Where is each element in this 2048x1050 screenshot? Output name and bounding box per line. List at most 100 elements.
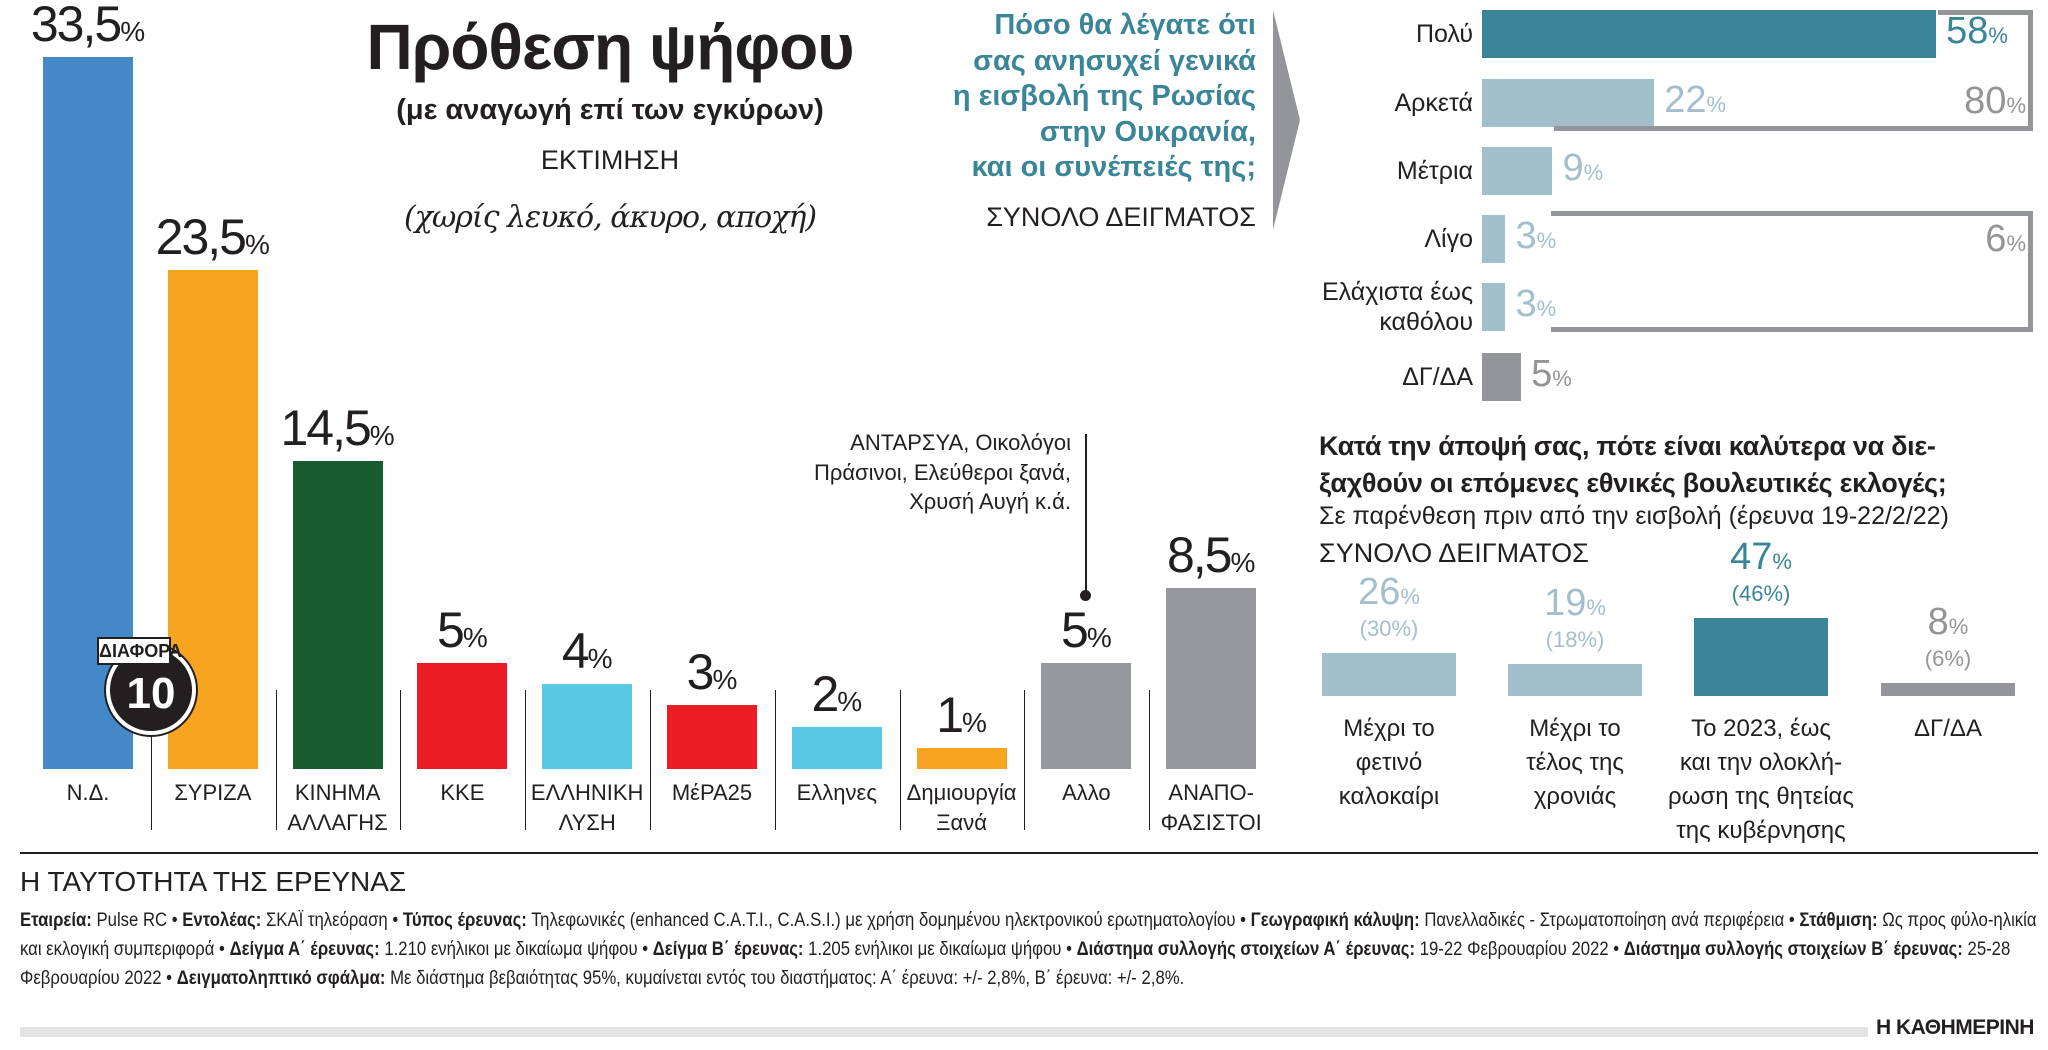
value-unit: % <box>1230 547 1256 579</box>
concern-category-label: Πολύ <box>1415 20 1473 48</box>
footer-bar <box>20 1027 1868 1037</box>
election-value: 26% (30%) <box>1299 573 1479 642</box>
concern-value: 58% <box>1946 10 2008 52</box>
category-label: ΚΚΕ <box>440 780 485 805</box>
chart-title: Πρόθεση ψήφου <box>366 11 855 83</box>
column-separator <box>899 690 901 830</box>
survey-field-key: Διάστημα συλλογής στοιχείων Β΄ έρευνας: <box>1623 939 1963 960</box>
survey-field-value: 1.210 ενήλικοι με δικαίωμα ψήφου • <box>379 939 653 960</box>
previous-value: (30%) <box>1359 615 1419 641</box>
value-unit: % <box>962 706 987 738</box>
arrow-icon <box>1273 10 1300 230</box>
bar-7 <box>916 747 1007 769</box>
concern-value: 3% <box>1515 215 1557 257</box>
survey-field-key: Εταιρεία: <box>20 910 92 931</box>
value-number: 33,5 <box>30 0 122 53</box>
value-label: 2% <box>747 665 927 723</box>
election-question: Κατά την άποψή σας, πότε είναι καλύτερα … <box>1319 431 1947 498</box>
survey-field-key: Τύπος έρευνας: <box>402 910 527 931</box>
value-label: 4% <box>497 622 677 680</box>
value-unit: % <box>1988 23 2008 48</box>
survey-field-value: Pulse RC • <box>91 910 183 931</box>
survey-field-value: Τηλεφωνικές (enhanced C.A.T.I., C.A.S.I.… <box>526 910 1251 931</box>
column-separator <box>774 690 776 830</box>
group-bracket-high-side <box>1554 10 2033 131</box>
value-unit: % <box>1086 621 1112 653</box>
bar-4 <box>542 684 633 769</box>
value-unit: % <box>245 228 270 260</box>
value-label: 5% <box>996 601 1176 659</box>
group-total: 80% <box>1964 80 2026 122</box>
concern-value: 22% <box>1664 79 1727 121</box>
survey-field-value: 25-28 Φεβρουαρίου 2022 • <box>20 939 2011 989</box>
column-separator <box>525 690 527 830</box>
concern-bar-1 <box>1482 79 1655 127</box>
concern-bar-3 <box>1482 215 1506 263</box>
category-label: Ν.Δ. <box>66 780 110 805</box>
survey-field-key: Διάστημα συλλογής στοιχείων Α΄ έρευνας: <box>1076 939 1416 960</box>
election-category-label: ΔΓ/ΔΑ <box>1914 715 1982 742</box>
value-unit: % <box>837 685 863 717</box>
group-bracket-high <box>1938 10 2033 15</box>
category-label: ΕΛΛΗΝΙΚΗ ΛΥΣΗ <box>530 780 644 835</box>
previous-value: (18%) <box>1545 627 1605 653</box>
other-parties-annotation: ΑΝΤΑΡΣΥΑ, Οικολόγοι Πράσινοι, Ελεύθεροι … <box>813 430 1071 514</box>
value-number: 14,5 <box>280 399 371 456</box>
column-separator <box>150 735 152 830</box>
election-value: 8% (6%) <box>1858 603 2038 672</box>
election-sample-label: ΣΥΝΟΛΟ ΔΕΙΓΜΑΤΟΣ <box>1319 538 1589 568</box>
election-subtitle: Σε παρένθεση πριν από την εισβολή (έρευν… <box>1319 502 1949 530</box>
value-label: 5% <box>372 601 552 659</box>
survey-field-value: ΣΚΑΪ τηλεόραση • <box>261 910 403 931</box>
previous-value: (46%) <box>1731 580 1791 606</box>
survey-field-value: 1.205 ενήλικοι με δικαίωμα ψήφου • <box>803 939 1077 960</box>
chart-note: (χωρίς λευκό, άκυρο, αποχή) <box>403 200 817 235</box>
election-bar-2 <box>1694 617 1828 696</box>
bar-5 <box>667 705 757 769</box>
category-label: ΚΙΝΗΜΑ ΑΛΛΑΓΗΣ <box>287 780 388 835</box>
previous-value: (6%) <box>1924 645 1972 671</box>
value-unit: % <box>587 643 613 674</box>
survey-field-key: Δειγματοληπτικό σφάλμα: <box>176 968 386 989</box>
difference-label: ΔΙΑΦΟΡΑ <box>97 637 182 665</box>
bar-2 <box>292 460 383 769</box>
brand-logo: Η ΚΑΘΗΜΕΡΙΝΗ <box>1876 1016 2034 1039</box>
value-unit: % <box>1536 228 1557 253</box>
column-separator <box>650 690 651 830</box>
concern-bar-2 <box>1482 147 1553 195</box>
value-number: 5 <box>437 601 465 658</box>
bar-6 <box>791 726 882 769</box>
survey-field-key: Γεωγραφική κάλυψη: <box>1250 910 1420 931</box>
value-unit: % <box>369 419 395 451</box>
concern-bar-0 <box>1482 10 1937 58</box>
chart-subtitle: (με αναγωγή επί των εγκύρων) <box>396 94 824 126</box>
election-bar-3 <box>1881 682 2015 696</box>
value-unit: % <box>1536 296 1557 321</box>
category-label: ΣΥΡΙΖΑ <box>174 780 252 805</box>
value-number: 4 <box>561 623 590 679</box>
value-unit: % <box>1583 160 1604 185</box>
annotation-dot <box>1080 590 1091 601</box>
election-bar-0 <box>1322 652 1456 696</box>
survey-identity-heading: Η ΤΑΥΤΟΤΗΤΑ ΤΗΣ ΕΡΕΥΝΑΣ <box>20 866 407 897</box>
survey-field-value: 19-22 Φεβρουαρίου 2022 • <box>1415 939 1624 960</box>
column-separator <box>1024 690 1026 830</box>
value-number: 23,5 <box>155 208 247 265</box>
group-total: 6% <box>1985 218 2026 260</box>
election-bar-1 <box>1508 664 1642 696</box>
value-label: 23,5% <box>123 208 303 266</box>
group-bracket-low <box>1551 211 2033 332</box>
value-label: 8,5% <box>1121 526 1301 584</box>
election-category-label: Το 2023, έως και την ολοκλή- ρωση της θη… <box>1668 715 1854 844</box>
election-value: 19% (18%) <box>1485 584 1665 653</box>
concern-question: Πόσο θα λέγατε ότι σας ανησυχεί γενικά η… <box>952 9 1256 183</box>
value-unit: % <box>120 16 146 48</box>
bar-8 <box>1041 662 1132 769</box>
concern-value: 3% <box>1515 283 1557 325</box>
value-unit: % <box>462 621 488 653</box>
concern-category-label: Μέτρια <box>1396 157 1473 185</box>
survey-field-value: Με διάστημα βεβαιότητας 95%, κυμαίνεται … <box>385 968 1185 989</box>
value-label: 1% <box>872 686 1052 744</box>
category-label: Ελληνες <box>796 780 877 805</box>
category-label: ΑΝΑΠΟ- ΦΑΣΙΣΤΟΙ <box>1160 780 1262 835</box>
